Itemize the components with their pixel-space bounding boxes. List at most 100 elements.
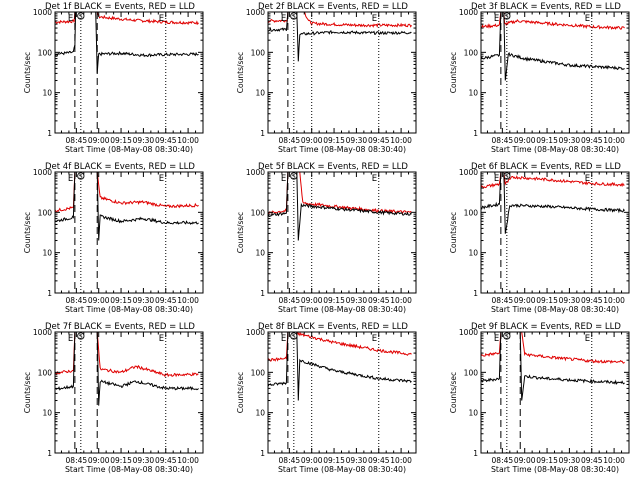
y-tick-label: 10 xyxy=(468,249,478,258)
x-tick-label: 09:45 xyxy=(155,456,177,465)
x-tick-label: 09:30 xyxy=(559,456,581,465)
marker-label-s-text: S xyxy=(292,333,296,340)
x-tick-label: 10:00 xyxy=(177,296,199,305)
marker-label-e: E xyxy=(585,174,590,184)
x-tick-label: 10:00 xyxy=(177,456,199,465)
x-tick-label: 09:30 xyxy=(559,296,581,305)
marker-label-e: E xyxy=(281,174,286,184)
events-series-line xyxy=(55,172,199,241)
x-axis-label: Start Time (08-May-08 08:30:40) xyxy=(65,145,193,154)
marker-label-e: E xyxy=(372,174,377,184)
y-tick-label: 100 xyxy=(464,368,479,377)
y-tick-label: 1000 xyxy=(33,328,52,337)
x-tick-label: 10:00 xyxy=(603,456,625,465)
marker-label-s xyxy=(77,172,85,180)
x-tick-label: 09:30 xyxy=(559,136,581,145)
y-tick-label: 10 xyxy=(255,89,265,98)
marker-label-s xyxy=(77,332,85,340)
marker-label-e: E xyxy=(494,14,499,24)
y-tick-label: 1 xyxy=(473,129,478,138)
x-tick-label: 09:00 xyxy=(88,136,110,145)
x-tick-label: 09:30 xyxy=(346,456,368,465)
y-tick-label: 1000 xyxy=(33,168,52,177)
x-axis-label: Start Time (08-May-08 08:30:40) xyxy=(491,305,619,314)
x-tick-label: 08:45 xyxy=(66,456,88,465)
y-tick-label: 1 xyxy=(260,289,265,298)
y-axis-label: Counts/sec xyxy=(449,212,458,253)
marker-label-s-text: S xyxy=(79,13,83,20)
panel-title: Det 9f BLACK = Events, RED = LLD xyxy=(471,322,621,332)
x-tick-label: 08:45 xyxy=(66,136,88,145)
panel-title: Det 1f BLACK = Events, RED = LLD xyxy=(45,2,195,12)
plot-frame xyxy=(267,11,417,134)
marker-label-s-text: S xyxy=(79,173,83,180)
y-axis-label: Counts/sec xyxy=(23,212,32,253)
marker-label-s xyxy=(290,332,298,340)
lld-series-line xyxy=(55,332,199,378)
y-tick-label: 1 xyxy=(260,129,265,138)
y-tick-label: 100 xyxy=(38,48,53,57)
marker-label-s-text: S xyxy=(505,333,509,340)
x-tick-label: 09:15 xyxy=(536,456,558,465)
y-axis-label: Counts/sec xyxy=(236,52,245,93)
y-tick-label: 1000 xyxy=(246,168,265,177)
events-series-line xyxy=(481,332,625,401)
x-axis-label: Start Time (08-May-08 08:30:40) xyxy=(491,465,619,474)
events-series-line xyxy=(55,332,199,406)
x-tick-label: 09:15 xyxy=(110,296,132,305)
x-tick-label: 09:15 xyxy=(323,456,345,465)
x-tick-label: 09:00 xyxy=(301,456,323,465)
y-tick-label: 10 xyxy=(42,409,52,418)
marker-label-e: E xyxy=(281,14,286,24)
x-tick-label: 09:00 xyxy=(514,136,536,145)
panel-title: Det 2f BLACK = Events, RED = LLD xyxy=(258,2,408,12)
events-series-line xyxy=(481,172,625,234)
x-tick-label: 09:00 xyxy=(88,296,110,305)
marker-label-e: E xyxy=(68,174,73,184)
x-tick-label: 09:00 xyxy=(514,296,536,305)
x-tick-label: 10:00 xyxy=(390,456,412,465)
y-axis-label: Counts/sec xyxy=(23,372,32,413)
x-axis-label: Start Time (08-May-08 08:30:40) xyxy=(65,305,193,314)
marker-label-s-text: S xyxy=(505,173,509,180)
y-tick-label: 1 xyxy=(47,289,52,298)
x-tick-label: 09:45 xyxy=(581,296,603,305)
x-tick-label: 09:00 xyxy=(514,456,536,465)
x-tick-label: 09:30 xyxy=(133,456,155,465)
x-tick-label: 08:45 xyxy=(66,296,88,305)
events-series-line xyxy=(55,12,199,74)
y-tick-label: 100 xyxy=(464,208,479,217)
x-tick-label: 08:45 xyxy=(492,136,514,145)
marker-label-e: E xyxy=(585,334,590,344)
x-tick-label: 09:15 xyxy=(536,296,558,305)
y-tick-label: 1000 xyxy=(246,328,265,337)
marker-label-e: E xyxy=(372,14,377,24)
y-tick-label: 1000 xyxy=(33,8,52,17)
y-tick-label: 1 xyxy=(473,289,478,298)
x-axis-label: Start Time (08-May-08 08:30:40) xyxy=(278,145,406,154)
x-tick-label: 08:45 xyxy=(279,456,301,465)
y-tick-label: 100 xyxy=(464,48,479,57)
y-tick-label: 1 xyxy=(47,449,52,458)
y-tick-label: 1 xyxy=(260,449,265,458)
marker-label-e: E xyxy=(159,334,164,344)
x-tick-label: 09:45 xyxy=(155,296,177,305)
x-tick-label: 09:15 xyxy=(536,136,558,145)
marker-label-s xyxy=(77,12,85,20)
marker-label-s xyxy=(503,332,511,340)
lld-series-line xyxy=(268,12,412,28)
events-series-line xyxy=(268,332,412,401)
y-tick-label: 10 xyxy=(42,249,52,258)
marker-label-e: E xyxy=(159,14,164,24)
x-tick-label: 10:00 xyxy=(390,136,412,145)
x-axis-label: Start Time (08-May-08 08:30:40) xyxy=(65,465,193,474)
plot-frame xyxy=(480,11,630,134)
y-axis-label: Counts/sec xyxy=(236,212,245,253)
y-tick-label: 10 xyxy=(468,409,478,418)
x-tick-label: 09:45 xyxy=(581,136,603,145)
